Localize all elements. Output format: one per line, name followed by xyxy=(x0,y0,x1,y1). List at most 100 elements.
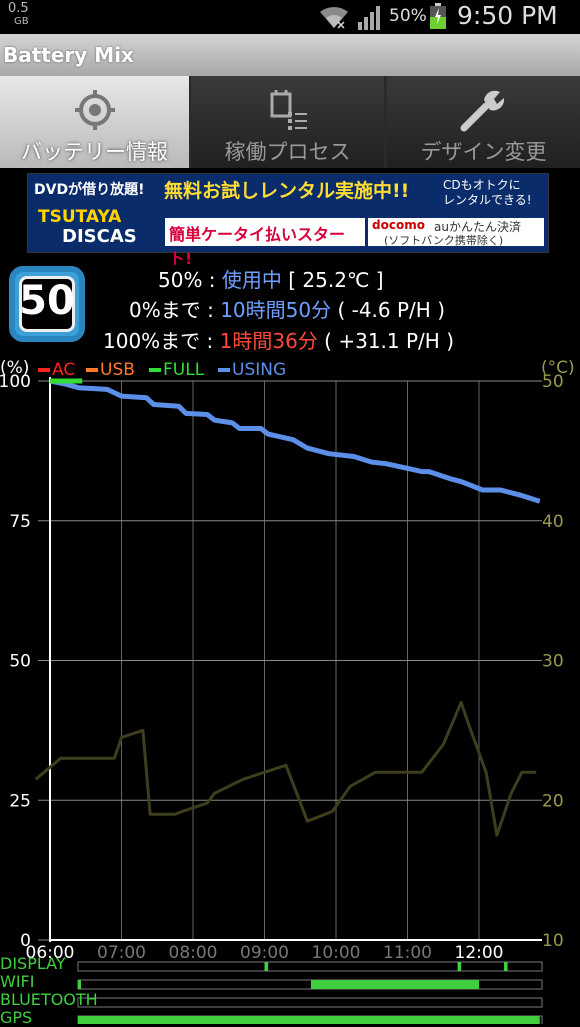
discharge-rate: ( -4.6 P/H ) xyxy=(331,298,445,322)
separator: : xyxy=(200,329,220,353)
ad-au-text: auかんたん決済 xyxy=(434,220,521,234)
clock: 9:50 PM xyxy=(457,1,558,30)
ad-banner[interactable]: DVDが借り放題! 無料お試しレンタル実施中!! CDもオトクに レンタルできる… xyxy=(27,173,549,268)
tab-label: 稼働プロセス xyxy=(224,140,351,164)
time-to-empty-label: 0%まで xyxy=(129,298,201,322)
battery-level-badge: 50 xyxy=(9,266,85,342)
x-tick-label: 06:00 xyxy=(26,943,75,963)
ad-cd-text: CDもオトクに レンタルできる! xyxy=(443,178,532,208)
activity-track xyxy=(77,997,543,1008)
signal-icon xyxy=(358,6,380,30)
process-list-icon xyxy=(270,90,307,130)
y-right-tick-label: 50 xyxy=(542,372,564,392)
ad-carrier-box: docomo auかんたん決済 (ソフトバンク携帯除く) xyxy=(368,218,544,247)
series-line-using xyxy=(49,378,541,504)
ad-headline: 無料お試しレンタル実施中!! xyxy=(164,180,410,202)
legend-label: USING xyxy=(232,360,287,380)
y-left-tick-label: 0 xyxy=(20,931,31,951)
activity-segment xyxy=(78,980,81,989)
right-axis-unit: (°C) xyxy=(541,358,575,378)
legend-item-usb: USB xyxy=(86,360,135,380)
chart-legend: AC USB FULL USING xyxy=(0,360,580,382)
legend-item-ac: AC xyxy=(38,360,75,380)
time-to-full-row: 100%まで : 1時間36分 ( +31.1 P/H ) xyxy=(103,325,454,354)
battery-percent-text: 50% xyxy=(158,268,203,292)
tab-running-processes[interactable]: 稼働プロセス xyxy=(191,76,384,168)
battery-status-row: 50% : 使用中 [ 25.2℃ ] xyxy=(158,264,384,293)
legend-label: USB xyxy=(100,360,135,380)
target-icon xyxy=(74,90,115,130)
battery-charging-icon xyxy=(430,3,446,29)
y-right-tick-label: 20 xyxy=(542,791,564,811)
y-left-tick-label: 100 xyxy=(0,372,31,392)
app-title: Battery Mix xyxy=(3,43,134,67)
storage-unit: GB xyxy=(14,16,29,27)
y-right-tick-label: 40 xyxy=(542,512,564,532)
activity-label-bluetooth: BLUETOOTH xyxy=(0,990,98,1009)
activity-segment xyxy=(504,962,508,971)
battery-level-number: 50 xyxy=(19,278,75,324)
wifi-icon xyxy=(320,6,348,29)
legend-swatch xyxy=(149,368,161,372)
y-left-tick-label: 50 xyxy=(9,652,31,672)
x-tick-label: 07:00 xyxy=(97,943,146,963)
time-to-full-label: 100%まで xyxy=(103,329,201,353)
legend-item-full: FULL xyxy=(149,360,204,380)
separator: : xyxy=(200,298,221,322)
y-left-tick-label: 25 xyxy=(9,791,31,811)
battery-status-text: 使用中 xyxy=(221,268,282,292)
activity-label-wifi: WIFI xyxy=(0,972,35,991)
activity-label-display: DISPLAY xyxy=(0,954,66,973)
y-right-tick-label: 10 xyxy=(542,931,564,951)
ad-payment-box: 簡単ケータイ払いスタート! xyxy=(165,218,365,268)
ad-text: DVDが借り放題! xyxy=(34,182,145,198)
y-right-tick-label: 30 xyxy=(542,652,564,672)
ad-cd-line: レンタルできる! xyxy=(443,193,532,207)
ad-docomo-text: docomo xyxy=(372,218,425,232)
time-to-empty-row: 0%まで : 10時間50分 ( -4.6 P/H ) xyxy=(129,294,445,323)
activity-segment xyxy=(264,962,269,971)
activity-segment xyxy=(457,962,462,971)
storage-value: 0.5 xyxy=(8,1,29,16)
activity-label-gps: GPS xyxy=(0,1008,33,1027)
legend-label: AC xyxy=(52,360,76,380)
x-tick-label: 10:00 xyxy=(312,943,361,963)
ad-payment-text: 簡単ケータイ払いスタート! xyxy=(169,225,346,268)
series-line-temperature xyxy=(34,700,537,837)
separator: : xyxy=(202,268,222,292)
legend-swatch xyxy=(38,368,50,372)
tab-bar: バッテリー情報 稼働プロセス デザイン変更 xyxy=(0,76,580,168)
tab-design-change[interactable]: デザイン変更 xyxy=(387,76,580,168)
time-to-empty-value: 10時間50分 xyxy=(220,298,332,322)
tab-label: デザイン変更 xyxy=(420,140,547,164)
tab-battery-info[interactable]: バッテリー情報 xyxy=(0,76,189,168)
legend-label: FULL xyxy=(163,360,205,380)
x-tick-label: 09:00 xyxy=(240,943,289,963)
ad-brand-logo: DISCAS xyxy=(62,226,137,247)
legend-item-using: USING xyxy=(218,360,286,380)
battery-badge-inner xyxy=(19,276,75,332)
battery-temp-text: [ 25.2℃ ] xyxy=(281,268,384,292)
ad-brand-logo: TSUTAYA xyxy=(38,207,122,227)
status-bar: 0.5 GB 50% 9:50 PM xyxy=(0,0,580,34)
x-tick-label: 12:00 xyxy=(455,943,504,963)
tab-label: バッテリー情報 xyxy=(21,140,168,164)
legend-swatch xyxy=(86,368,98,372)
activity-track xyxy=(77,961,543,972)
charge-rate: ( +31.1 P/H ) xyxy=(317,329,454,353)
ad-cd-line: CDもオトクに xyxy=(443,178,521,192)
storage-indicator: 0.5 GB xyxy=(8,2,29,28)
title-bar: Battery Mix xyxy=(0,34,580,76)
wrench-icon xyxy=(460,90,504,132)
left-axis-unit: (%) xyxy=(0,358,30,378)
ad-softbank-text: (ソフトバンク携帯除く) xyxy=(384,234,504,247)
time-to-full-value: 1時間36分 xyxy=(219,329,318,353)
battery-percent: 50% xyxy=(389,6,427,26)
x-tick-label: 11:00 xyxy=(383,943,432,963)
activity-segment xyxy=(310,980,479,989)
legend-swatch xyxy=(218,368,230,372)
x-tick-label: 08:00 xyxy=(169,943,218,963)
activity-segment xyxy=(78,1016,540,1024)
y-left-tick-label: 75 xyxy=(9,512,31,532)
